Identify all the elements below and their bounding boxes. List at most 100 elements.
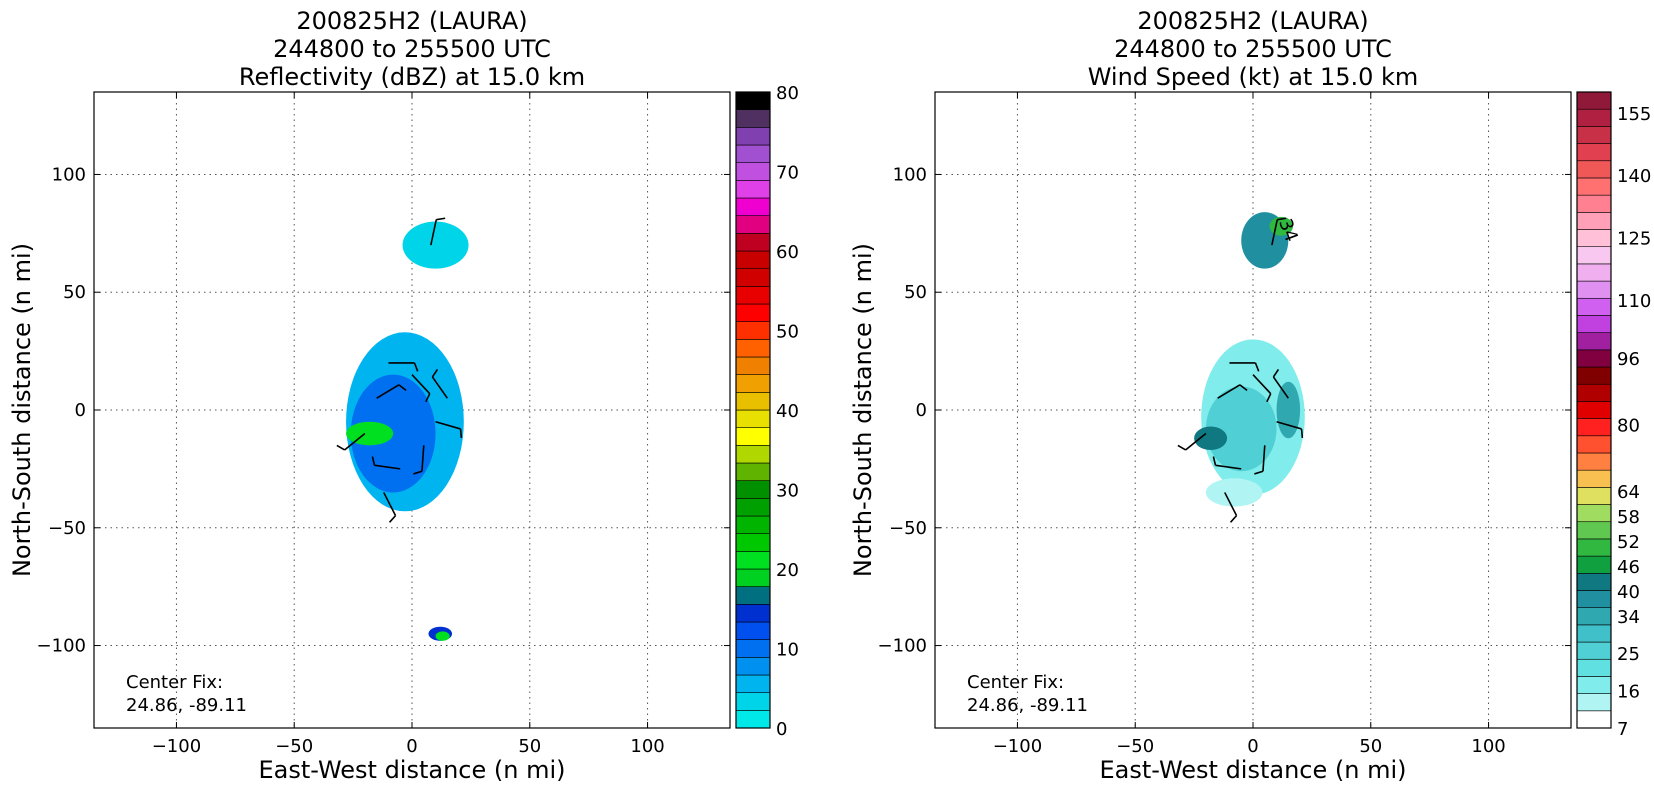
wind-barb-flag <box>398 384 407 391</box>
y-tick-label: −100 <box>878 636 927 657</box>
wind-barb-flag <box>459 428 463 438</box>
wind-barb <box>1215 464 1242 470</box>
wind-barb <box>435 421 461 430</box>
colorbar-cell <box>1576 435 1612 454</box>
wind-barb <box>1272 376 1289 399</box>
wind-barb <box>1252 374 1272 395</box>
colorbar-cell <box>1576 418 1612 437</box>
colorbar-tick-label: 16 <box>1617 682 1640 703</box>
colorbar-cell <box>1576 452 1612 471</box>
colorbar-frame <box>735 91 771 729</box>
wind-barb <box>431 376 448 399</box>
colorbar-tick-label: 7 <box>1617 719 1628 740</box>
colorbar-cell <box>735 568 771 587</box>
colorbar-cell <box>1576 624 1612 643</box>
wind-barb-flag <box>1229 515 1238 523</box>
colorbar-cell <box>735 392 771 411</box>
colorbar-cell <box>1576 315 1612 333</box>
echo-region-south-blob-core <box>435 631 450 641</box>
colorbar-tick-label: 96 <box>1617 349 1640 370</box>
x-tick-label: 0 <box>406 736 417 757</box>
wind-barb <box>1262 445 1266 472</box>
colorbar-cell <box>1576 590 1612 608</box>
chart-title-line: Wind Speed (kt) at 15.0 km <box>1088 63 1419 91</box>
center-fix-annotation: 24.86, -89.11 <box>967 695 1088 716</box>
wind-barb-flag <box>1254 470 1264 475</box>
colorbar-cell <box>1576 383 1612 402</box>
colorbar-cell <box>735 127 771 146</box>
colorbar-tick-label: 125 <box>1617 228 1651 249</box>
colorbar-cell <box>1576 212 1612 230</box>
colorbar-tick-label: 64 <box>1617 482 1640 503</box>
colorbar-cell <box>1576 521 1612 540</box>
y-tick-label: −50 <box>48 518 86 539</box>
colorbar-cell <box>1576 469 1612 488</box>
x-tick-label: 50 <box>518 736 541 757</box>
colorbar-tick-label: 80 <box>776 83 799 104</box>
center-fix-annotation: Center Fix: <box>967 672 1064 693</box>
y-tick-label: −100 <box>37 636 86 657</box>
colorbar-cell <box>735 674 771 693</box>
wind-barb-flag <box>413 470 423 475</box>
colorbar-cell <box>1576 91 1612 110</box>
colorbar-cell <box>735 180 771 199</box>
wind-barb-flag <box>425 393 431 403</box>
y-axis-label: North-South distance (n mi) <box>849 243 877 577</box>
colorbar-cell <box>735 162 771 181</box>
y-tick-label: 0 <box>916 400 927 421</box>
x-axis-label: East-West distance (n mi) <box>258 756 565 784</box>
colorbar-cell <box>735 233 771 252</box>
colorbar-tick-label: 140 <box>1617 166 1651 187</box>
echo-region-green-band <box>346 421 394 446</box>
colorbar-tick-label: 80 <box>1617 416 1640 437</box>
chart-title-line: 200825H2 (LAURA) <box>1137 7 1368 35</box>
x-tick-label: −50 <box>275 736 313 757</box>
wind-barb-flag <box>413 362 419 372</box>
colorbar-cell <box>1576 658 1612 677</box>
colorbar-tick-label: 52 <box>1617 532 1640 553</box>
colorbar-cell <box>1576 263 1612 282</box>
wind-barb-flag <box>1277 217 1287 221</box>
y-tick-label: 100 <box>893 164 927 185</box>
colorbar-cell <box>1576 280 1612 299</box>
colorbar-cell <box>735 356 771 375</box>
colorbar-cell <box>1576 607 1612 626</box>
echo-region-north-cluster <box>402 221 469 269</box>
colorbar-cell <box>1576 143 1612 162</box>
colorbar-cell <box>1576 710 1612 729</box>
wind-barb <box>374 464 401 470</box>
colorbar-tick-label: 40 <box>1617 582 1640 603</box>
wind-barb-flag <box>336 444 346 451</box>
wind-barb <box>1276 421 1302 430</box>
colorbar-cell <box>735 409 771 428</box>
y-tick-label: 50 <box>63 282 86 303</box>
colorbar-cell <box>735 109 771 128</box>
colorbar-cell <box>1576 349 1612 368</box>
y-axis-label: North-South distance (n mi) <box>8 243 36 577</box>
colorbar-cell <box>1576 160 1612 179</box>
wind-barb-flag <box>371 456 376 466</box>
x-tick-label: 100 <box>630 736 664 757</box>
colorbar-tick-label: 60 <box>776 242 799 263</box>
wind-barb-flag <box>1272 368 1280 378</box>
wind-barb <box>383 492 397 516</box>
colorbar-tick-label: 0 <box>776 719 787 740</box>
colorbar-tick-label: 40 <box>776 401 799 422</box>
wind-barb-flag <box>1300 428 1304 438</box>
wind-barb-flag <box>431 368 439 378</box>
wind-barb-flag <box>1212 456 1217 466</box>
colorbar-cell <box>1576 555 1612 574</box>
colorbar-cell <box>735 303 771 322</box>
colorbar-cell <box>1576 332 1612 351</box>
wind-barb <box>1217 384 1241 399</box>
colorbar-cell <box>1576 487 1612 505</box>
x-tick-label: −100 <box>152 736 201 757</box>
wind-barb <box>421 445 425 472</box>
chart-panel-2: 200825H2 (LAURA)244800 to 255500 UTCWind… <box>849 7 1651 784</box>
wind-barb <box>344 432 366 451</box>
chart-title-line: 244800 to 255500 UTC <box>1114 35 1392 63</box>
colorbar-cell <box>735 268 771 287</box>
colorbar-cell <box>1576 108 1612 127</box>
colorbar-cell <box>1576 194 1612 213</box>
